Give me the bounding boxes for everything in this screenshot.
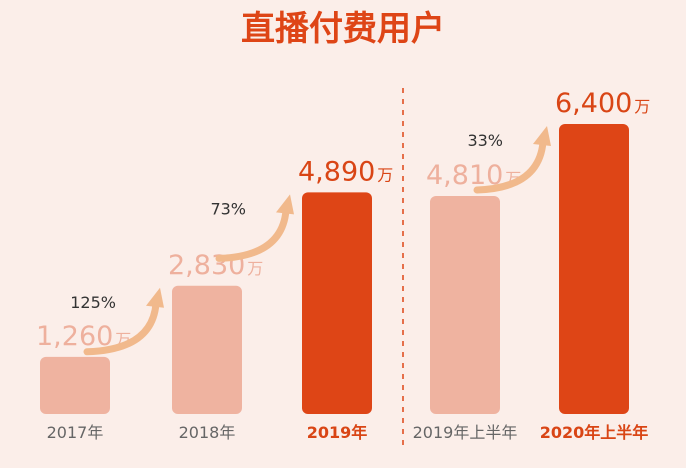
growth-label-1: 125% — [70, 293, 116, 312]
value-unit-3: 万 — [377, 165, 393, 184]
value-number-5: 6,400 — [555, 88, 632, 119]
value-label-5: 6,400 万 — [555, 88, 650, 119]
bar-3 — [302, 192, 372, 414]
category-label-2: 2018年 — [179, 423, 236, 442]
chart-title: 直播付费用户 — [241, 9, 445, 49]
value-unit-2: 万 — [247, 259, 263, 278]
value-number-1: 1,260 — [36, 321, 113, 352]
bar-4 — [430, 196, 500, 414]
bar-1 — [40, 356, 110, 414]
growth-arrowhead-1 — [146, 287, 164, 308]
category-label-1: 2017年 — [47, 423, 104, 442]
bar-2 — [172, 285, 242, 414]
growth-arrows-group: 125% 73% 33% — [70, 126, 551, 356]
growth-arrowhead-2 — [276, 194, 294, 215]
growth-arrow-1 — [83, 300, 160, 356]
category-labels-group: 2017年 2018年 2019年 2019年上半年 2020年上半年 — [47, 423, 649, 442]
value-label-3: 4,890 万 — [298, 156, 393, 187]
growth-arrowhead-3 — [533, 126, 551, 146]
growth-label-2: 73% — [210, 199, 246, 218]
bar-5 — [559, 124, 629, 414]
value-label-2: 2,830 万 — [168, 250, 263, 281]
growth-arrow-2 — [215, 206, 290, 262]
category-label-3: 2019年 — [307, 423, 368, 442]
growth-arrow-3 — [473, 138, 547, 194]
bars-group — [40, 124, 629, 414]
growth-label-3: 33% — [467, 131, 503, 150]
category-label-4: 2019年上半年 — [413, 423, 518, 442]
value-number-3: 4,890 — [298, 156, 375, 187]
value-unit-5: 万 — [634, 97, 650, 116]
category-label-5: 2020年上半年 — [540, 423, 649, 442]
